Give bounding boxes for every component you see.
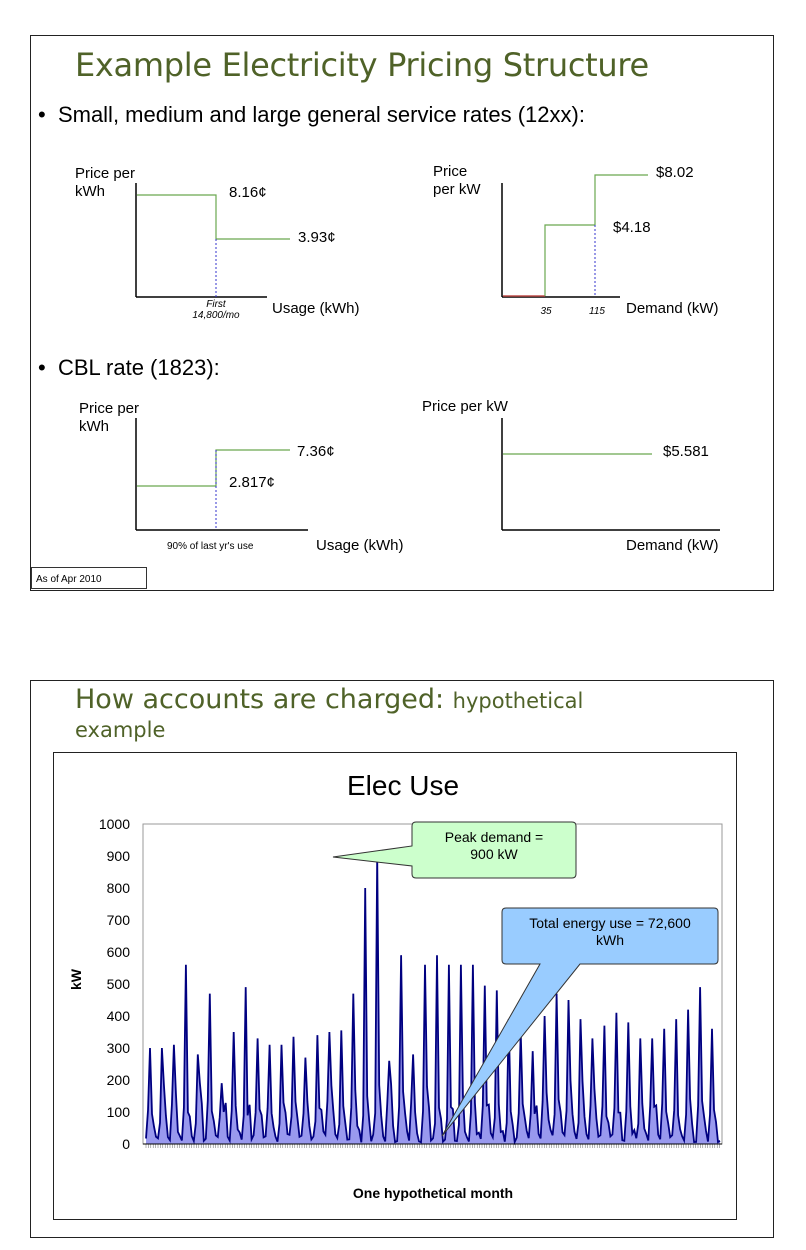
chart-d-tier-label: $5.581	[663, 443, 709, 460]
chart-c-ylabel-1: Price per	[79, 400, 140, 417]
chart-a-ylabel-2: kWh	[75, 183, 105, 200]
chart-title: Elec Use	[346, 770, 460, 801]
chart-c-xlabel: Usage (kWh)	[316, 537, 404, 554]
y-tick-label: 500	[106, 976, 130, 992]
chart-c-tier1-label: 2.817¢	[229, 474, 275, 491]
y-tick-label: 300	[106, 1040, 130, 1056]
chart-c-breakpoint-label: 90% of last yr's use	[167, 541, 254, 552]
slide-pricing-structure	[30, 35, 774, 591]
y-tick-label: 600	[106, 944, 130, 960]
y-tick-label: 900	[106, 848, 130, 864]
chart-a-ylabel-1: Price per	[75, 165, 136, 182]
chart-b-tier3-label: $8.02	[656, 164, 694, 181]
y-tick-label: 1000	[98, 816, 130, 832]
y-tick-label: 700	[106, 912, 130, 928]
peak-demand-callout	[332, 821, 577, 879]
chart-d-ylabel: Price per kW	[422, 398, 508, 415]
chart-b-xlabel: Demand (kW)	[626, 300, 719, 317]
slide2-title-small: hypothetical	[452, 689, 584, 713]
chart-b-ylabel-2: per kW	[433, 181, 481, 198]
bullet-general-service: • Small, medium and large general servic…	[38, 102, 585, 127]
bullet-cbl-text: CBL rate (1823):	[57, 355, 220, 380]
total-energy-callout-text: Total energy use = 72,600 kWh	[529, 915, 691, 948]
chart-a-step-line	[137, 194, 290, 240]
usage-area	[146, 856, 720, 1144]
chart-a-xlabel: Usage (kWh)	[272, 300, 360, 317]
chart-c-tier2-label: 7.36¢	[297, 443, 335, 460]
slide2-title-line2: example	[75, 718, 166, 742]
y-tick-label: 0	[122, 1136, 130, 1152]
slide2-title: How accounts are charged: hypothetical	[75, 684, 583, 715]
chart-b-ylabel-1: Price	[433, 163, 468, 180]
bullet-general-service-text: Small, medium and large general service …	[57, 102, 585, 127]
chart-a-tier1-label: 8.16¢	[229, 184, 267, 201]
y-tick-label: 400	[106, 1008, 130, 1024]
slide-title: Example Electricity Pricing Structure	[75, 46, 649, 84]
chart-b-break2-label: 115	[589, 306, 605, 317]
chart-b-tier2-label: $4.18	[613, 219, 651, 236]
y-tick-label: 100	[106, 1104, 130, 1120]
chart-a-tier2-label: 3.93¢	[298, 229, 336, 246]
usage-line	[145, 855, 721, 1146]
date-stamp: As of Apr 2010	[31, 567, 147, 589]
x-ticks	[143, 1143, 722, 1148]
x-axis-label: One hypothetical month	[352, 1185, 514, 1201]
chart-d-xlabel: Demand (kW)	[626, 537, 719, 554]
y-tick-label: 800	[106, 880, 130, 896]
slide2-title-main: How accounts are charged:	[75, 684, 453, 715]
bullet-cbl: • CBL rate (1823):	[38, 355, 220, 380]
y-tick-label: 200	[106, 1072, 130, 1088]
total-energy-callout	[441, 907, 719, 1137]
elec-use-chart-frame	[53, 752, 737, 1220]
chart-b-break1-label: 35	[540, 306, 552, 317]
chart-a-breakpoint-label: First 14,800/mo	[192, 299, 240, 321]
peak-demand-callout-text: Peak demand = 900 kW	[444, 829, 544, 862]
pricing-diagrams	[135, 174, 720, 531]
chart-c-ylabel-2: kWh	[79, 418, 109, 435]
